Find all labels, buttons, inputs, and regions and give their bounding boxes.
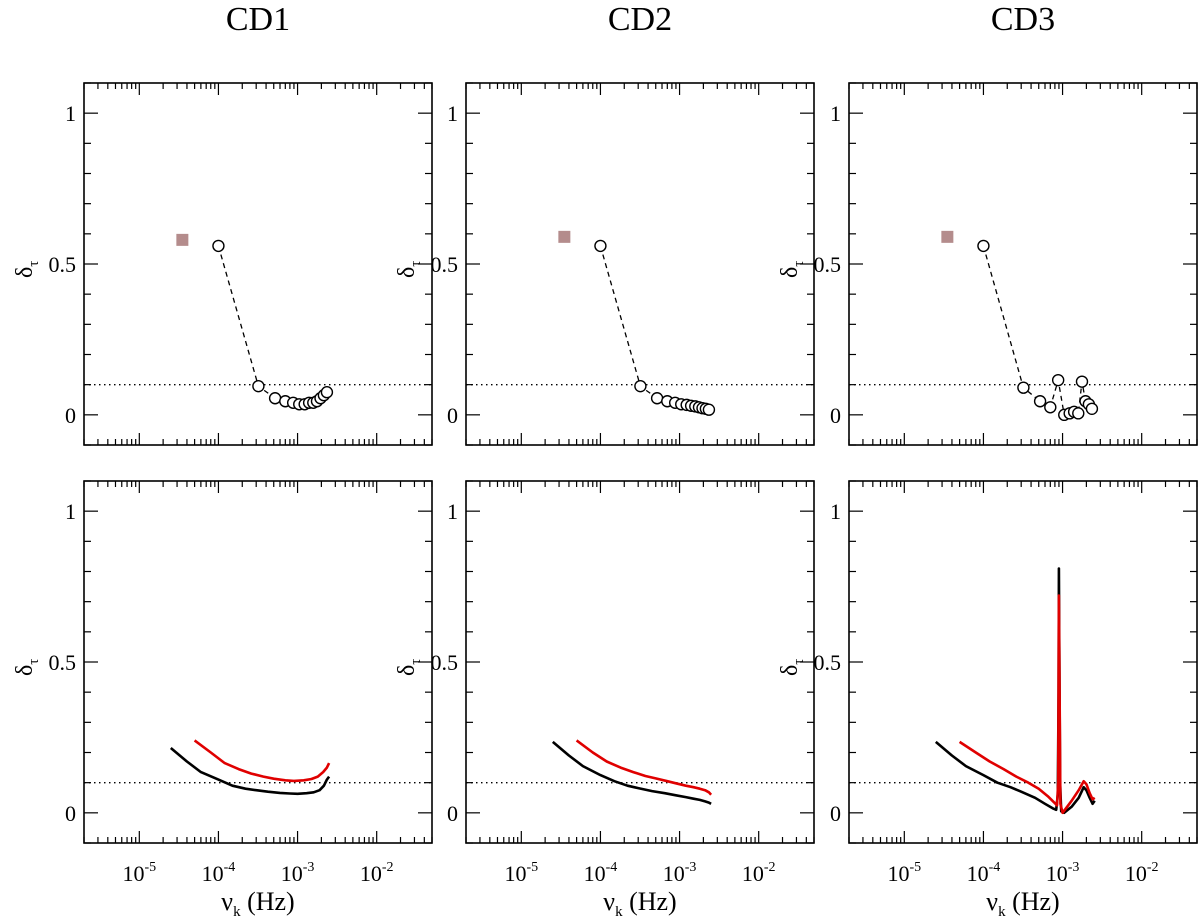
panel-0-0: 0 0.5 1 δτ CD1 <box>12 1 433 446</box>
panel-0-0-dashed-line <box>217 245 328 405</box>
panel-0-2-data-point <box>977 239 990 253</box>
panel-1-2-x-axis-label: νk (Hz) <box>986 887 1059 919</box>
panel-0-2-y-tick-label: 0.5 <box>814 252 842 277</box>
panel-0-2-dashed-line <box>982 245 1093 416</box>
panel-1-1-y-tick-label: 0.5 <box>431 650 459 675</box>
panel-1-0-y-axis-label: δτ <box>12 659 42 676</box>
panel-1-2-y-axis-label: δτ <box>777 659 807 676</box>
panel-1-0-x-tick-label: 10-2 <box>360 860 394 886</box>
panel-0-1-data-point <box>634 379 647 393</box>
panel-0-0-y-tick-label: 0 <box>65 403 76 428</box>
panel-1-1-x-tick-label: 10-4 <box>584 860 618 886</box>
panel-1-2-x-tick-label: 10-4 <box>967 860 1001 886</box>
panel-1-0-y-tick-label: 0.5 <box>49 650 77 675</box>
panel-1-0-x-axis-label: νk (Hz) <box>221 887 294 919</box>
panel-1-2-y-tick-label: 1 <box>830 499 841 524</box>
panel-1-1-x-axis-label: νk (Hz) <box>603 887 676 919</box>
panel-0-1-y-tick-label: 0 <box>447 403 458 428</box>
panel-0-1-data-point <box>594 239 607 253</box>
panel-1-1-y-tick-label: 1 <box>447 499 458 524</box>
panel-0-2-data-point <box>1033 395 1047 408</box>
panel-0-2-data-point <box>1017 381 1030 394</box>
panel-0-2-y-tick-label: 0 <box>830 403 841 428</box>
panel-1-2-x-tick-label: 10-5 <box>887 860 921 886</box>
panel-0-0-y-tick-label: 1 <box>65 101 76 126</box>
panel-0-0-y-axis-label: δτ <box>12 261 42 278</box>
panel-1-0-x-tick-label: 10-5 <box>122 860 156 886</box>
panel-1-2-series-line-red <box>958 594 1096 815</box>
panel-1-1-x-tick-label: 10-2 <box>742 860 776 886</box>
panel-0-2-data-point <box>1072 407 1085 420</box>
panel-0-0-data-point <box>320 386 334 399</box>
panel-0-1-data-point <box>702 403 716 416</box>
panel-1-2-frame <box>848 480 1198 844</box>
panel-0-0-title: CD1 <box>226 1 290 38</box>
panel-0-1: 0 0.5 1 δτ CD2 <box>394 1 815 446</box>
panel-0-1-square-marker <box>558 230 571 243</box>
panel-1-1-y-tick-label: 0 <box>447 801 458 826</box>
panel-1-2: 0 0.5 1 δτ 10-5 10-4 10-3 10-2 νk (Hz) <box>777 480 1198 919</box>
panel-0-1-y-axis-label: δτ <box>394 261 424 278</box>
panel-1-1-x-tick-label: 10-5 <box>504 860 538 886</box>
panel-0-2-square-marker <box>941 230 954 243</box>
panel-1-1-series-line-black <box>551 740 712 805</box>
panel-1-0-y-tick-label: 0 <box>65 801 76 826</box>
panel-1-0: 0 0.5 1 δτ 10-5 10-4 10-3 10-2 νk (Hz) <box>12 480 433 919</box>
panel-0-0-data-point <box>252 379 265 393</box>
panel-0-0-data-point <box>212 239 225 253</box>
panel-1-1: 0 0.5 1 δτ 10-5 10-4 10-3 10-2 νk (Hz) <box>394 480 815 919</box>
panel-0-0-data-point <box>268 392 282 405</box>
panel-0-2-data-point <box>1044 401 1057 414</box>
panel-1-0-series-line-red <box>193 739 331 783</box>
panel-1-0-x-tick-label: 10-3 <box>281 860 315 886</box>
panel-0-1-y-tick-label: 1 <box>447 101 458 126</box>
panel-1-0-frame <box>83 480 433 844</box>
panel-1-0-x-tick-label: 10-4 <box>202 860 236 886</box>
panel-0-0-square-marker <box>176 233 189 246</box>
panel-0-2-title: CD3 <box>991 1 1055 38</box>
panel-0-2-y-tick-label: 1 <box>830 101 841 126</box>
panel-1-1-y-axis-label: δτ <box>394 659 424 676</box>
panel-1-2-x-tick-label: 10-3 <box>1046 860 1080 886</box>
panel-1-2-y-tick-label: 0.5 <box>814 650 842 675</box>
panel-0-2: 0 0.5 1 δτ CD3 <box>777 1 1198 446</box>
panel-1-0-series-line-black <box>169 747 331 796</box>
panel-0-0-y-tick-label: 0.5 <box>49 252 77 277</box>
panel-1-1-series-line-red <box>575 739 713 796</box>
panel-0-2-data-point <box>1051 373 1065 387</box>
panel-0-2-data-point <box>1075 375 1089 388</box>
panel-1-1-x-tick-label: 10-3 <box>663 860 697 886</box>
panel-1-2-y-tick-label: 0 <box>830 801 841 826</box>
panel-1-0-y-tick-label: 1 <box>65 499 76 524</box>
panel-0-1-y-tick-label: 0.5 <box>431 252 459 277</box>
panel-1-2-x-tick-label: 10-2 <box>1125 860 1159 886</box>
panel-0-2-data-point <box>1085 402 1099 415</box>
panel-0-2-y-axis-label: δτ <box>777 261 807 278</box>
panel-0-1-data-point <box>650 392 664 405</box>
panel-0-1-title: CD2 <box>608 1 672 38</box>
